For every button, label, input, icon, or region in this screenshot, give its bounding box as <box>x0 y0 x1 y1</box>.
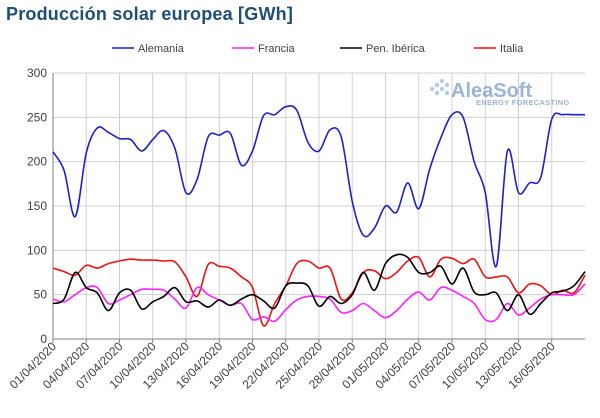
legend-label-francia: Francia <box>258 43 296 55</box>
y-tick-label: 200 <box>27 155 47 169</box>
series-layer <box>52 105 586 327</box>
y-tick-label: 50 <box>34 288 48 302</box>
axes-layer: 05010015020025030001/04/202004/04/202007… <box>7 66 585 392</box>
watermark-tagline: ENERGY FORECASTING <box>476 98 570 107</box>
legend-label-alemania: Alemania <box>138 43 185 55</box>
series-line-pen-iberica <box>52 253 586 316</box>
series-line-alemania <box>52 105 585 268</box>
y-tick-label: 100 <box>27 243 47 257</box>
y-tick-label: 250 <box>27 110 47 124</box>
series-line-francia <box>52 283 586 323</box>
series-line-italia <box>52 255 586 327</box>
y-tick-label: 0 <box>40 332 47 346</box>
aleasoft-logo-icon <box>429 78 450 96</box>
aleasoft-watermark: AleaSoft ENERGY FORECASTING <box>429 78 570 107</box>
watermark-brand: AleaSoft <box>451 80 532 102</box>
legend: Alemania Francia Pen. Ibérica Italia <box>112 43 524 55</box>
y-tick-label: 300 <box>27 66 47 80</box>
grid-layer <box>52 72 585 340</box>
legend-label-italia: Italia <box>500 43 524 55</box>
legend-label-pen-iberica: Pen. Ibérica <box>366 43 426 55</box>
chart-title: Producción solar europea [GWh] <box>6 4 294 24</box>
y-tick-label: 150 <box>27 199 47 213</box>
